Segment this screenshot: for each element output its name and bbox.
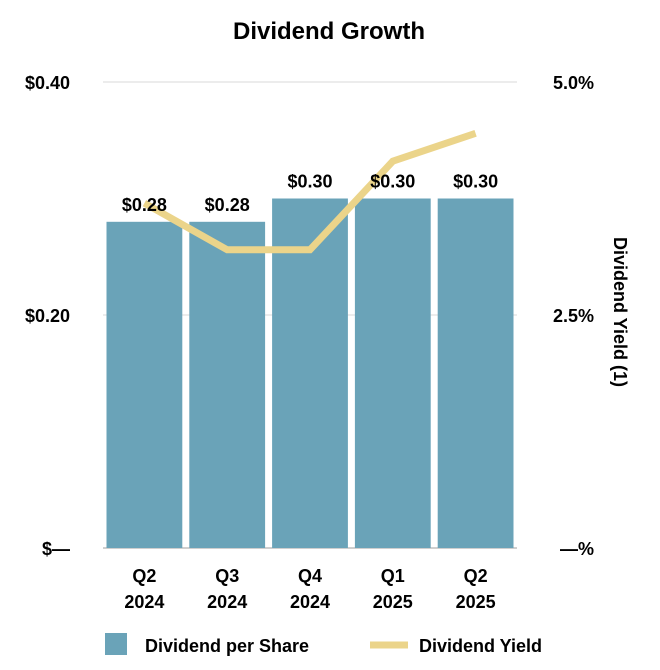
x-tick-label: Q4 — [298, 566, 322, 586]
legend-bar-swatch — [105, 633, 127, 655]
bar-value-label: $0.28 — [205, 195, 250, 215]
left-tick-label: $0.40 — [25, 73, 70, 93]
chart-title: Dividend Growth — [233, 18, 425, 45]
bar — [272, 198, 348, 548]
right-axis-title: Dividend Yield (1) — [610, 237, 630, 387]
bar — [106, 221, 183, 549]
legend-label-dividend-yield: Dividend Yield — [419, 636, 542, 656]
x-tick-label: 2024 — [124, 592, 164, 612]
x-tick-label: Q1 — [381, 566, 405, 586]
bar-series — [106, 198, 514, 549]
legend: Dividend per Share Dividend Yield — [105, 633, 542, 656]
right-axis: —% 2.5% 5.0% — [553, 73, 594, 559]
x-tick-label: Q3 — [215, 566, 239, 586]
x-axis-labels: Q2 2024 Q3 2024 Q4 2024 Q1 2025 Q2 2025 — [124, 566, 495, 612]
bar-value-label: $0.30 — [287, 172, 332, 192]
right-tick-label: 5.0% — [553, 73, 594, 93]
left-tick-label: $0.20 — [25, 306, 70, 326]
legend-item-dividend-yield: Dividend Yield — [370, 636, 542, 656]
legend-label-dividend-per-share: Dividend per Share — [145, 636, 309, 656]
left-tick-label: $— — [42, 539, 70, 559]
bar — [189, 221, 266, 549]
right-tick-label: —% — [560, 539, 594, 559]
bar-value-label: $0.30 — [370, 172, 415, 192]
legend-item-dividend-per-share: Dividend per Share — [105, 633, 309, 656]
x-tick-label: 2024 — [207, 592, 247, 612]
x-tick-label: Q2 — [132, 566, 156, 586]
x-tick-label: 2025 — [373, 592, 413, 612]
bar — [437, 198, 514, 548]
x-tick-label: 2024 — [290, 592, 330, 612]
line-series — [142, 129, 477, 254]
x-tick-label: Q2 — [464, 566, 488, 586]
bar — [354, 198, 431, 548]
bar-value-label: $0.30 — [453, 172, 498, 192]
x-tick-label: 2025 — [456, 592, 496, 612]
bar-value-label: $0.28 — [122, 195, 167, 215]
data-labels: $0.28 $0.28 $0.30 $0.30 $0.30 — [122, 172, 498, 215]
left-axis: $— $0.20 $0.40 — [25, 73, 70, 559]
right-tick-label: 2.5% — [553, 306, 594, 326]
